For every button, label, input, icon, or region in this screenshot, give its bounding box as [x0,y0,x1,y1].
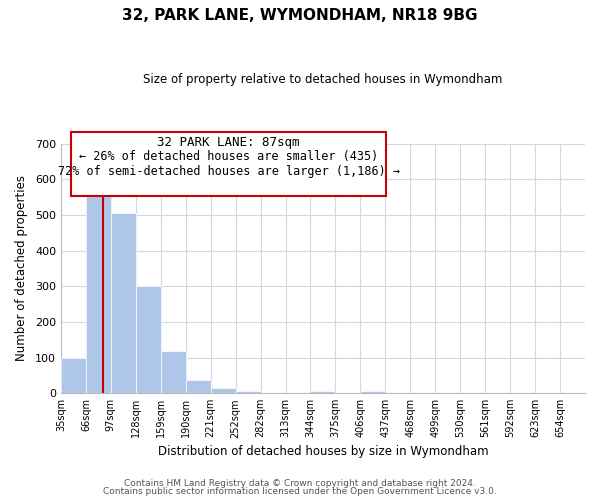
Bar [61,358,86,393]
Bar [361,390,385,393]
FancyBboxPatch shape [71,132,386,196]
Bar [236,390,260,393]
Y-axis label: Number of detached properties: Number of detached properties [15,176,28,362]
Bar [310,390,335,393]
Bar [111,213,136,393]
Bar [211,388,236,393]
Text: Contains public sector information licensed under the Open Government Licence v3: Contains public sector information licen… [103,487,497,496]
Title: Size of property relative to detached houses in Wymondham: Size of property relative to detached ho… [143,72,503,86]
Text: Contains HM Land Registry data © Crown copyright and database right 2024.: Contains HM Land Registry data © Crown c… [124,478,476,488]
Text: 32, PARK LANE, WYMONDHAM, NR18 9BG: 32, PARK LANE, WYMONDHAM, NR18 9BG [122,8,478,22]
X-axis label: Distribution of detached houses by size in Wymondham: Distribution of detached houses by size … [158,444,488,458]
Bar [161,351,186,393]
Bar [86,188,111,393]
Bar [136,286,161,393]
Text: 32 PARK LANE: 87sqm: 32 PARK LANE: 87sqm [157,136,300,149]
Text: ← 26% of detached houses are smaller (435): ← 26% of detached houses are smaller (43… [79,150,378,163]
Bar [186,380,211,393]
Text: 72% of semi-detached houses are larger (1,186) →: 72% of semi-detached houses are larger (… [58,165,400,178]
